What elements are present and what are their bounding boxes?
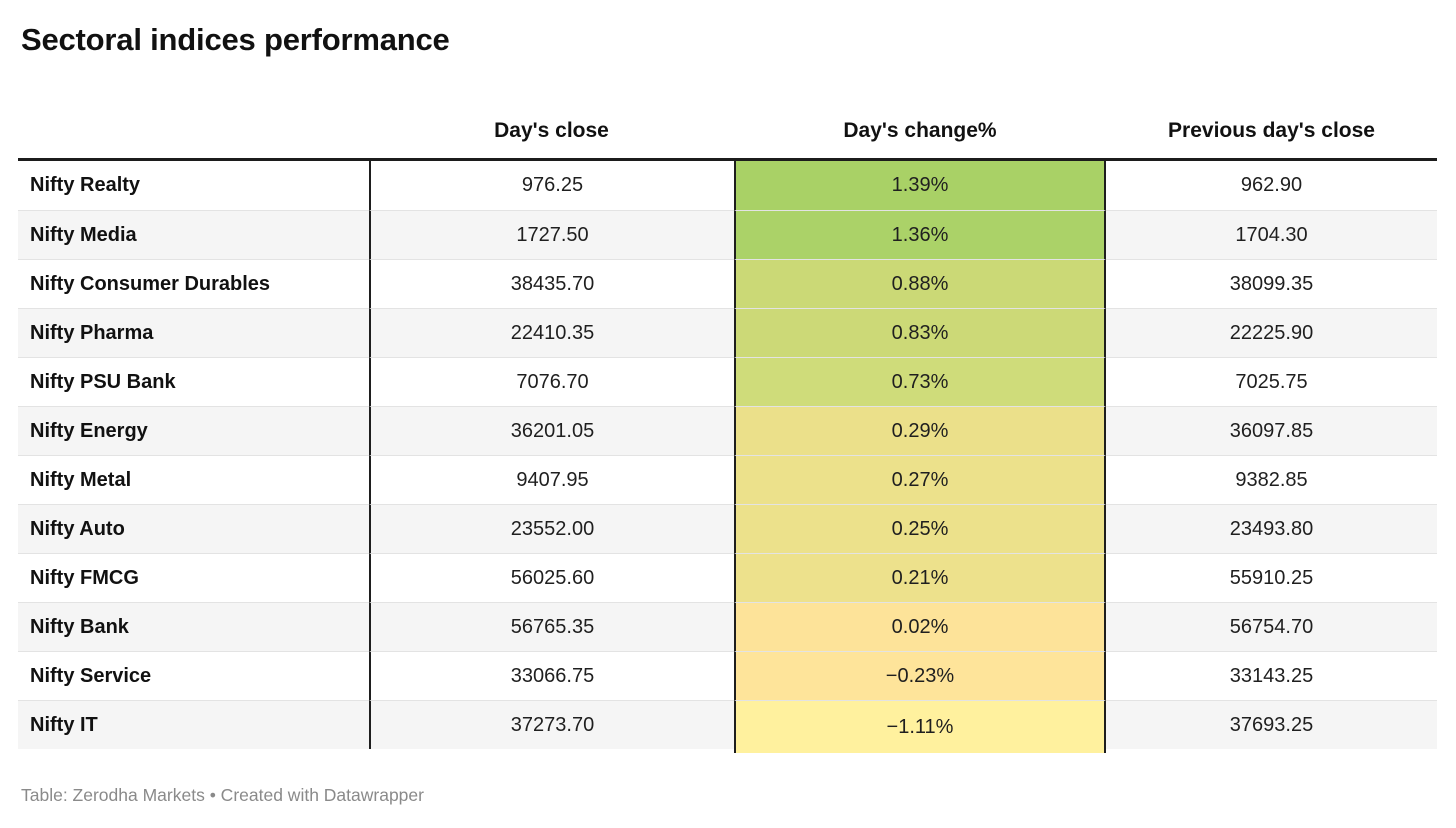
attribution-footer: Table: Zerodha Markets • Created with Da… <box>21 785 424 805</box>
days-close-cell: 37273.70 <box>369 700 734 749</box>
index-name-cell: Nifty Energy <box>18 406 369 455</box>
table-row: Nifty IT 37273.70 −1.11% 37693.25 <box>18 700 1437 753</box>
days-change-cell: 0.27% <box>734 455 1106 504</box>
index-name-cell: Nifty Auto <box>18 504 369 553</box>
days-close-cell: 38435.70 <box>369 259 734 308</box>
prev-close-cell: 9382.85 <box>1106 455 1437 504</box>
days-close-cell: 9407.95 <box>369 455 734 504</box>
column-header-days-change: Day's change% <box>843 119 997 142</box>
prev-close-cell: 37693.25 <box>1106 700 1437 749</box>
index-name-cell: Nifty Consumer Durables <box>18 259 369 308</box>
days-change-cell: 1.39% <box>734 161 1106 210</box>
table-header-row: Day's close Day's change% Previous day's… <box>18 62 1437 158</box>
days-close-cell: 976.25 <box>369 161 734 210</box>
index-name-cell: Nifty Metal <box>18 455 369 504</box>
table-body: Nifty Realty 976.25 1.39% 962.90 Nifty M… <box>18 158 1437 753</box>
table-row: Nifty Bank 56765.35 0.02% 56754.70 <box>18 602 1437 651</box>
sectoral-indices-table: Day's close Day's change% Previous day's… <box>18 62 1437 753</box>
prev-close-cell: 7025.75 <box>1106 357 1437 406</box>
table-row: Nifty Pharma 22410.35 0.83% 22225.90 <box>18 308 1437 357</box>
index-name-cell: Nifty Pharma <box>18 308 369 357</box>
days-change-cell: 0.88% <box>734 259 1106 308</box>
prev-close-cell: 22225.90 <box>1106 308 1437 357</box>
table-row: Nifty Metal 9407.95 0.27% 9382.85 <box>18 455 1437 504</box>
index-name-cell: Nifty Media <box>18 210 369 259</box>
table-row: Nifty Media 1727.50 1.36% 1704.30 <box>18 210 1437 259</box>
prev-close-cell: 56754.70 <box>1106 602 1437 651</box>
days-change-cell: −1.11% <box>734 700 1106 753</box>
days-close-cell: 23552.00 <box>369 504 734 553</box>
days-change-cell: 0.29% <box>734 406 1106 455</box>
page-title: Sectoral indices performance <box>21 22 450 57</box>
prev-close-cell: 1704.30 <box>1106 210 1437 259</box>
table-row: Nifty Realty 976.25 1.39% 962.90 <box>18 161 1437 210</box>
table-row: Nifty Energy 36201.05 0.29% 36097.85 <box>18 406 1437 455</box>
days-change-cell: 0.83% <box>734 308 1106 357</box>
prev-close-cell: 962.90 <box>1240 174 1303 196</box>
table-row: Nifty Service 33066.75 −0.23% 33143.25 <box>18 651 1437 700</box>
days-close-cell: 22410.35 <box>369 308 734 357</box>
days-change-cell: 0.73% <box>734 357 1106 406</box>
days-close-cell: 1727.50 <box>369 210 734 259</box>
days-change-cell: 0.25% <box>734 504 1106 553</box>
index-name-cell: Nifty PSU Bank <box>18 357 369 406</box>
column-header-prev-close: Previous day's close <box>1168 119 1375 142</box>
prev-close-cell: 33143.25 <box>1106 651 1437 700</box>
index-name-cell: Nifty Bank <box>18 602 369 651</box>
table-row: Nifty FMCG 56025.60 0.21% 55910.25 <box>18 553 1437 602</box>
prev-close-cell: 55910.25 <box>1106 553 1437 602</box>
days-close-cell: 56765.35 <box>369 602 734 651</box>
table-row: Nifty Consumer Durables 38435.70 0.88% 3… <box>18 259 1437 308</box>
days-change-cell: 0.21% <box>734 553 1106 602</box>
days-close-cell: 7076.70 <box>369 357 734 406</box>
days-change-cell: −0.23% <box>734 651 1106 700</box>
index-name-cell: Nifty Service <box>18 651 369 700</box>
days-close-cell: 56025.60 <box>369 553 734 602</box>
prev-close-cell: 38099.35 <box>1106 259 1437 308</box>
table-row: Nifty Auto 23552.00 0.25% 23493.80 <box>18 504 1437 553</box>
index-name-cell: Nifty FMCG <box>18 553 369 602</box>
prev-close-cell: 36097.85 <box>1106 406 1437 455</box>
table-row: Nifty PSU Bank 7076.70 0.73% 7025.75 <box>18 357 1437 406</box>
days-change-cell: 1.36% <box>734 210 1106 259</box>
days-close-cell: 36201.05 <box>369 406 734 455</box>
index-name-cell: Nifty IT <box>18 700 369 749</box>
prev-close-cell: 23493.80 <box>1106 504 1437 553</box>
days-close-cell: 33066.75 <box>369 651 734 700</box>
column-header-days-close: Day's close <box>494 119 609 142</box>
days-change-cell: 0.02% <box>734 602 1106 651</box>
column-header-index <box>18 143 369 158</box>
index-name-cell: Nifty Realty <box>30 174 141 196</box>
